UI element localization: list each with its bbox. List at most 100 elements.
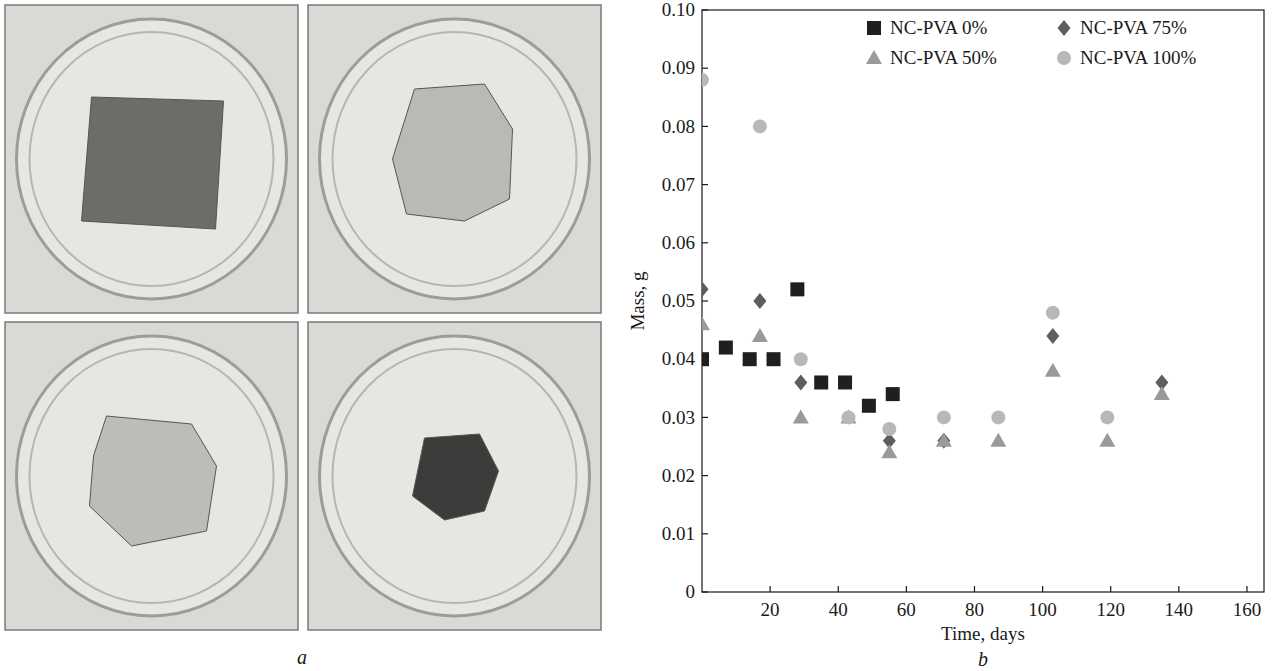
point <box>814 375 828 389</box>
y-tick-label: 0.08 <box>662 116 695 137</box>
x-tick-label: 100 <box>1028 599 1057 620</box>
point <box>1046 328 1059 344</box>
series <box>702 316 1170 458</box>
legend-marker <box>1058 20 1071 36</box>
x-tick <box>1246 586 1247 592</box>
point <box>702 352 709 366</box>
y-tick-label: 0.01 <box>662 523 695 544</box>
point <box>743 352 757 366</box>
series <box>702 282 900 412</box>
series <box>702 73 1114 436</box>
point <box>1046 306 1060 320</box>
y-tick <box>702 126 708 127</box>
point <box>838 375 852 389</box>
x-tick-label: 80 <box>965 599 984 620</box>
legend-label: NC-PVA 50% <box>890 47 997 68</box>
point <box>840 409 856 423</box>
y-axis-title: Mass, g <box>627 271 648 331</box>
petri-dish <box>320 19 590 299</box>
y-tick-label: 0.10 <box>662 0 695 20</box>
point <box>886 387 900 401</box>
point <box>702 73 709 87</box>
x-tick <box>838 586 839 592</box>
x-tick <box>1110 586 1111 592</box>
x-tick <box>770 586 771 592</box>
y-tick-label: 0.05 <box>662 290 695 311</box>
point <box>794 352 808 366</box>
series <box>702 281 1168 448</box>
petri-dish <box>17 336 287 616</box>
photo <box>308 322 601 630</box>
axes: 0 0.01 0.02 0.03 0.04 0.05 0.06 0.07 0.08 0.09 0.1… <box>627 0 1264 644</box>
point <box>881 444 897 458</box>
x-tick-label: 40 <box>829 599 848 620</box>
x-tick-label: 140 <box>1165 599 1194 620</box>
petri-dish <box>320 336 590 616</box>
legend-label: NC-PVA 75% <box>1080 17 1187 38</box>
y-tick <box>702 184 708 185</box>
point <box>793 409 809 423</box>
x-tick <box>1042 586 1043 592</box>
x-tick-label: 160 <box>1233 599 1262 620</box>
point <box>767 352 781 366</box>
photo <box>5 322 298 630</box>
y-tick-label: 0.04 <box>662 348 696 369</box>
photo <box>308 5 601 313</box>
point <box>862 399 876 413</box>
legend-marker <box>1057 51 1071 65</box>
point <box>1100 410 1114 424</box>
y-tick-label: 0.02 <box>662 465 695 486</box>
y-tick <box>702 300 708 301</box>
point <box>841 410 855 424</box>
point <box>990 433 1006 447</box>
y-tick-label: 0.09 <box>662 57 695 78</box>
petri-dish-rim <box>30 32 274 286</box>
y-tick-label: 0.07 <box>662 174 695 195</box>
legend: NC-PVA 0%NC-PVA 75%NC-PVA 50%NC-PVA 100% <box>866 17 1196 68</box>
sample <box>413 434 499 520</box>
point <box>719 341 733 355</box>
petri-dish-rim <box>333 32 577 286</box>
point <box>752 328 768 342</box>
point <box>702 281 709 297</box>
photo-panel <box>5 5 601 630</box>
panel-label: b <box>978 648 988 670</box>
x-tick <box>1178 586 1179 592</box>
point <box>753 293 766 309</box>
photo-frame <box>308 5 601 313</box>
point <box>790 282 804 296</box>
point <box>937 410 951 424</box>
legend-marker <box>866 50 882 64</box>
x-tick <box>906 586 907 592</box>
y-tick <box>702 417 708 418</box>
photo-frame <box>308 322 601 630</box>
y-tick-label: 0 <box>686 581 696 602</box>
photo-frame <box>5 322 298 630</box>
y-tick-label: 0.03 <box>662 407 695 428</box>
point <box>936 433 952 447</box>
y-tick <box>702 475 708 476</box>
y-tick <box>702 68 708 69</box>
petri-dish-rim <box>333 349 577 603</box>
point <box>1099 433 1115 447</box>
y-tick <box>702 533 708 534</box>
y-tick-label: 0.06 <box>662 232 695 253</box>
x-axis-title: Time, days <box>941 623 1025 644</box>
y-tick <box>702 9 708 10</box>
y-tick <box>702 242 708 243</box>
data-points <box>702 73 1170 458</box>
photo <box>5 5 298 313</box>
figure: 0 0.01 0.02 0.03 0.04 0.05 0.06 0.07 0.08 0.09 0.1… <box>0 0 1272 671</box>
point <box>1045 363 1061 377</box>
sample <box>90 416 217 546</box>
x-tick-label: 60 <box>897 599 916 620</box>
panel-label: a <box>297 646 307 668</box>
point <box>794 374 807 390</box>
y-tick <box>702 591 708 592</box>
x-tick-label: 20 <box>761 599 780 620</box>
point <box>753 119 767 133</box>
x-tick <box>974 586 975 592</box>
legend-marker <box>867 21 881 35</box>
petri-dish-rim <box>30 349 274 603</box>
x-tick-label: 120 <box>1096 599 1125 620</box>
